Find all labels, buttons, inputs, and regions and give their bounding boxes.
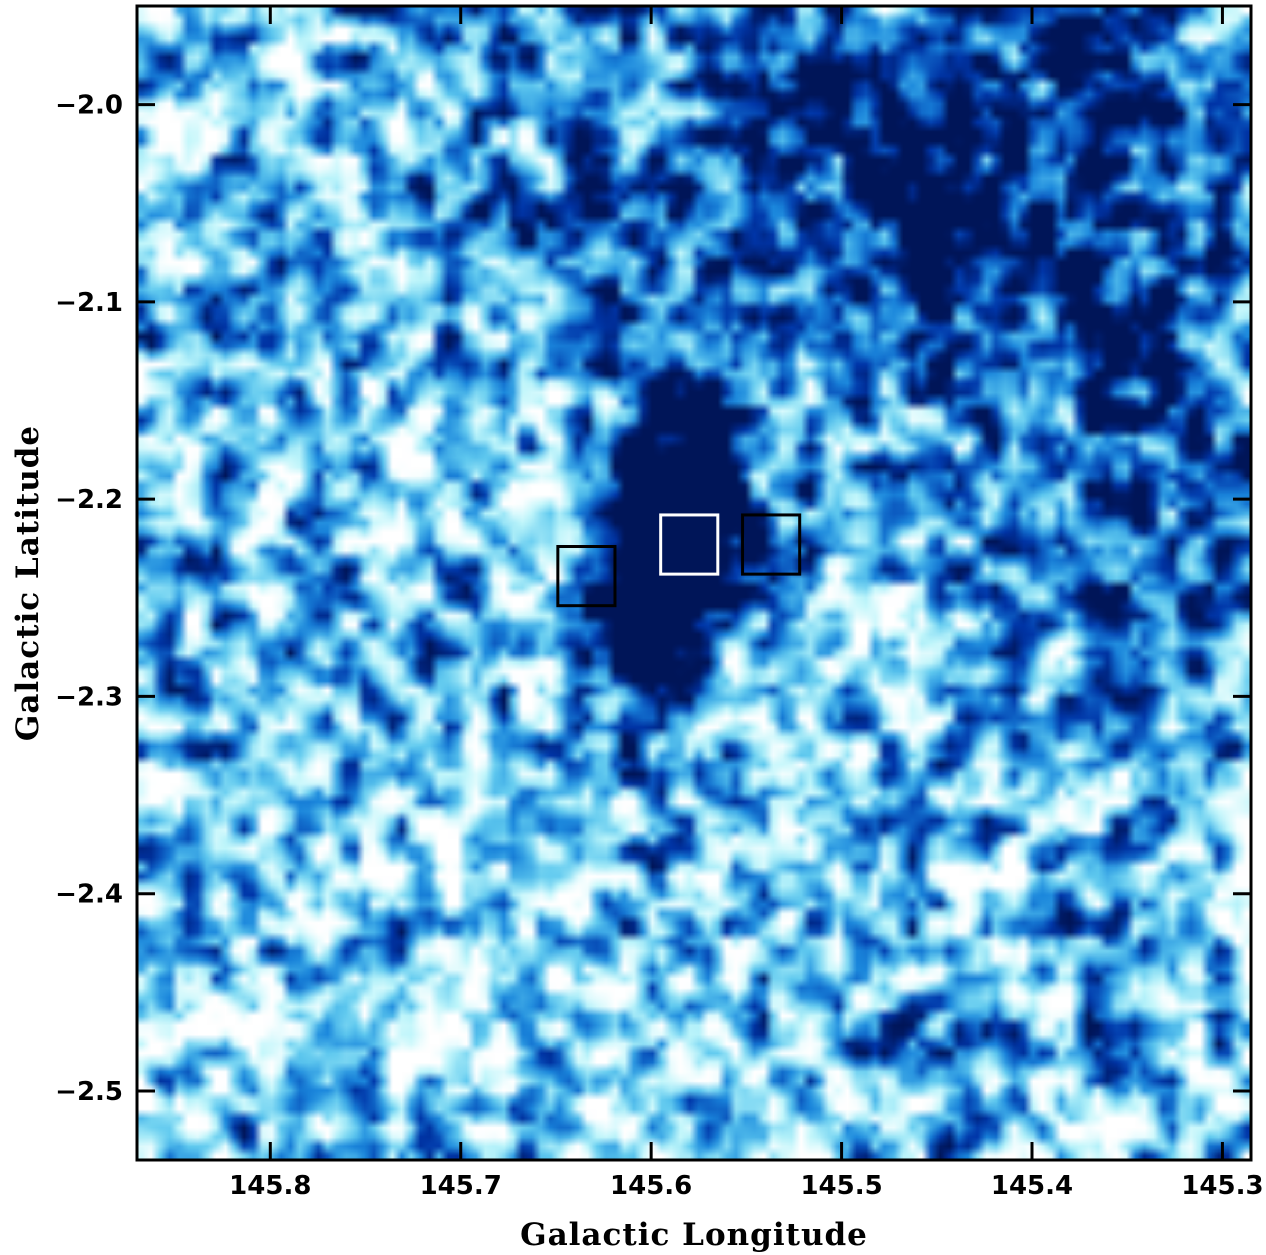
- x-axis-title: Galactic Longitude: [520, 1217, 868, 1253]
- x-tick-label: 145.6: [610, 1171, 692, 1201]
- y-axis-tick-labels: −2.0 −2.1 −2.2 −2.3 −2.4 −2.5: [55, 91, 123, 1107]
- plot-frame: [135, 4, 1253, 1162]
- heatmap-image: [137, 6, 1251, 1160]
- y-tick-label: −2.5: [55, 1077, 123, 1107]
- y-tick-label: −2.4: [55, 880, 123, 910]
- x-tick-label: 145.3: [1181, 1171, 1263, 1201]
- axis-ticks: [137, 6, 1251, 1160]
- y-tick-label: −2.3: [55, 682, 123, 712]
- x-tick-label: 145.4: [991, 1171, 1073, 1201]
- region-boxes: [556, 513, 802, 608]
- box-center: [659, 513, 720, 576]
- box-right: [741, 513, 802, 576]
- y-tick-label: −2.0: [55, 91, 123, 121]
- box-left: [556, 545, 617, 608]
- x-tick-label: 145.5: [800, 1171, 882, 1201]
- x-axis-tick-labels: 145.8 145.7 145.6 145.5 145.4 145.3: [229, 1171, 1263, 1201]
- plot-area: [137, 6, 1251, 1160]
- y-tick-label: −2.2: [55, 485, 123, 515]
- x-tick-label: 145.8: [229, 1171, 311, 1201]
- y-axis-title: Galactic Latitude: [10, 425, 46, 741]
- x-tick-label: 145.7: [420, 1171, 502, 1201]
- y-tick-label: −2.1: [55, 288, 123, 318]
